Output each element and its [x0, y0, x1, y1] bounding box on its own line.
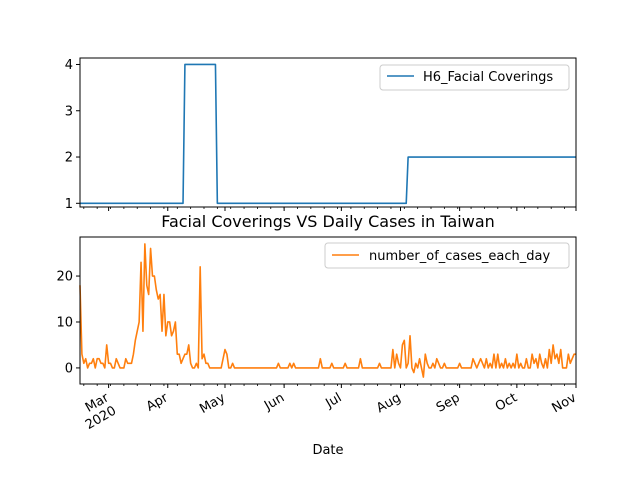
daily-cases-series-layer — [79, 243, 576, 378]
facial-coverings-series-line — [80, 63, 576, 205]
chart-title: Facial Coverings VS Daily Cases in Taiwa… — [161, 212, 495, 231]
daily-cases-axes-frame — [79, 236, 577, 385]
daily-cases-y-tick-label: 20 — [56, 270, 73, 285]
facial-coverings-panel: 1 2 3 4 H6_Facial Coverings — [65, 57, 577, 212]
facial-coverings-y-tick-label: 3 — [65, 104, 73, 119]
facial-coverings-legend-box — [379, 64, 570, 91]
daily-cases-y-tick-label: 10 — [56, 315, 73, 330]
facial-coverings-legend: H6_Facial Coverings — [379, 64, 570, 91]
facial-coverings-y-axis: 1 2 3 4 — [65, 58, 80, 212]
daily-cases-series-line — [79, 243, 576, 378]
daily-cases-y-axis: 0 10 20 — [56, 270, 80, 376]
facial-coverings-legend-label: H6_Facial Coverings — [423, 70, 553, 85]
daily-cases-legend-box — [324, 242, 570, 269]
facial-coverings-y-tick-label: 1 — [65, 197, 73, 212]
facial-coverings-axes-frame — [79, 57, 577, 208]
facial-coverings-y-tick-label: 4 — [65, 58, 73, 73]
x-axis-title: Date — [312, 443, 343, 458]
facial-coverings-y-tick-label: 2 — [65, 151, 73, 166]
daily-cases-legend: number_of_cases_each_day — [324, 242, 570, 269]
facial-coverings-series-layer — [80, 63, 576, 205]
x-tick-label-line: Jul — [322, 390, 344, 411]
daily-cases-legend-label: number_of_cases_each_day — [369, 249, 550, 264]
daily-cases-y-tick-label: 0 — [65, 361, 73, 376]
x-tick-label: Jul — [322, 390, 344, 411]
